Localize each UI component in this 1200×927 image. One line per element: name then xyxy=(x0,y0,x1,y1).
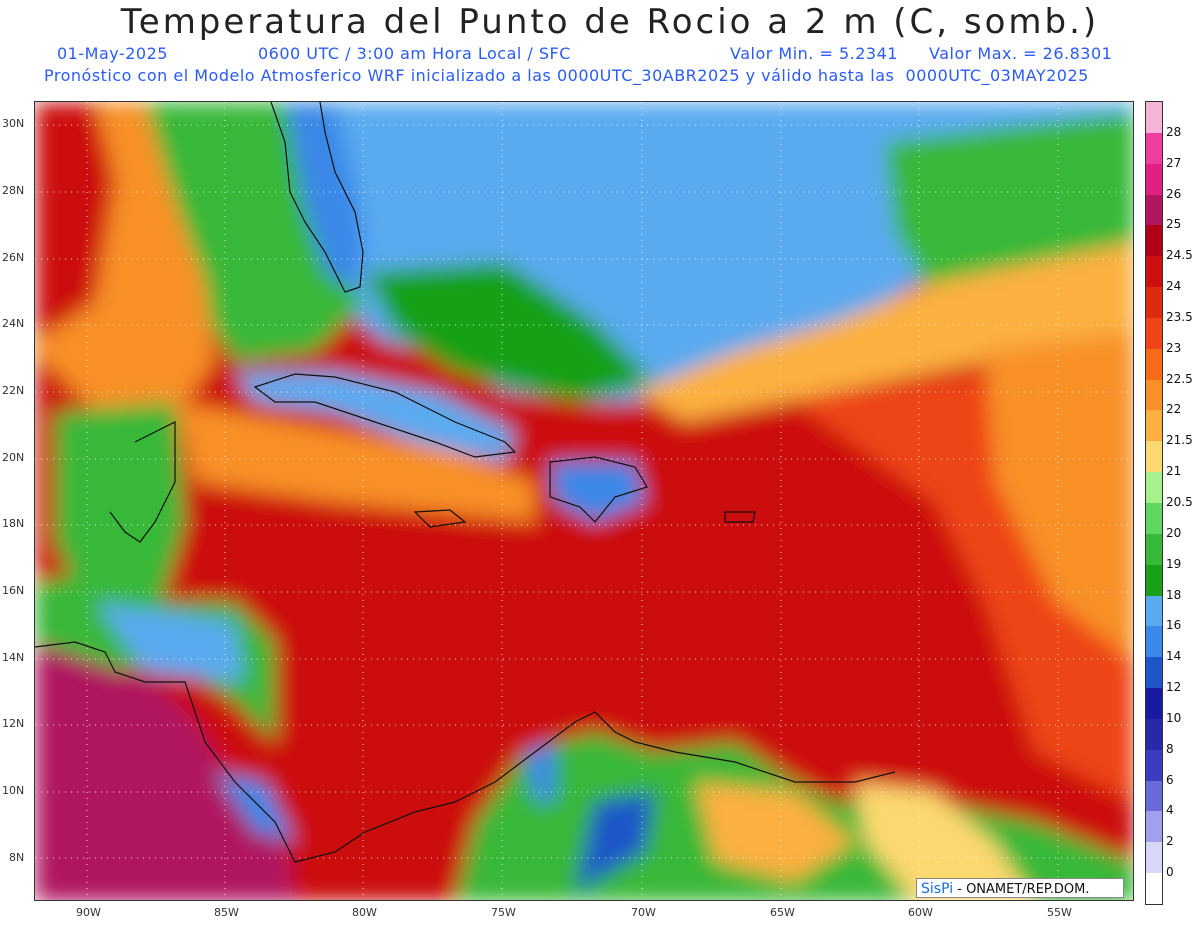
lat-label: 14N xyxy=(2,651,25,664)
colorbar-label: 22 xyxy=(1166,402,1182,417)
colorbar-label: 8 xyxy=(1166,741,1174,756)
colorbar-swatch xyxy=(1146,379,1162,411)
lat-label: 8N xyxy=(9,851,25,864)
lat-label: 22N xyxy=(2,384,25,397)
colorbar-swatch xyxy=(1146,163,1162,196)
colorbar-swatch xyxy=(1146,503,1162,535)
colorbar-swatch xyxy=(1146,811,1162,843)
lon-label: 65W xyxy=(770,906,795,919)
lat-label: 10N xyxy=(2,784,25,797)
lon-label: 55W xyxy=(1047,906,1072,919)
chart-title: Temperatura del Punto de Rocio a 2 m (C,… xyxy=(120,2,1100,42)
lon-label: 60W xyxy=(908,906,933,919)
colorbar-label: 26 xyxy=(1166,186,1182,201)
colorbar-swatch xyxy=(1146,688,1162,720)
max-value: Valor Max. = 26.8301 xyxy=(929,44,1113,63)
colorbar-label: 24 xyxy=(1166,279,1182,294)
colorbar-label: 2 xyxy=(1166,834,1174,849)
lat-label: 16N xyxy=(2,584,25,597)
lat-label: 24N xyxy=(2,317,25,330)
colorbar-label: 25 xyxy=(1166,217,1182,232)
coastlines xyxy=(35,102,896,863)
colorbar-swatch xyxy=(1146,102,1162,134)
colorbar-swatch xyxy=(1146,410,1162,442)
forecast-date: 01-May-2025 xyxy=(57,44,168,63)
colorbar-label: 4 xyxy=(1166,803,1174,818)
colorbar-swatch xyxy=(1146,533,1162,566)
colorbar-label: 14 xyxy=(1166,649,1182,664)
colorbar-swatch xyxy=(1146,472,1162,504)
lat-label: 20N xyxy=(2,451,25,464)
lon-label: 70W xyxy=(631,906,656,919)
lon-label: 75W xyxy=(491,906,516,919)
colorbar-label: 20 xyxy=(1166,525,1182,540)
colorbar-label: 21.5 xyxy=(1166,433,1193,448)
colorbar-label: 16 xyxy=(1166,618,1182,633)
forecast-time: 0600 UTC / 3:00 am Hora Local / SFC xyxy=(258,44,571,63)
colorbar-label: 23.5 xyxy=(1166,309,1193,324)
sispi-logo: SisPi xyxy=(921,881,954,897)
lon-label: 90W xyxy=(76,906,101,919)
colorbar-swatch xyxy=(1146,780,1162,812)
lat-label: 28N xyxy=(2,184,25,197)
colorbar-label: 20.5 xyxy=(1166,495,1193,509)
colorbar-label: 21 xyxy=(1166,464,1182,479)
lat-label: 18N xyxy=(2,517,25,530)
colorbar-swatch xyxy=(1146,287,1162,319)
colorbar-label: 24.5 xyxy=(1166,248,1193,263)
colorbar-swatch xyxy=(1146,194,1162,226)
colorbar-swatch xyxy=(1146,873,1162,905)
map-canvas xyxy=(35,102,1133,900)
colorbar-swatch xyxy=(1146,595,1162,627)
model-info: Pronóstico con el Modelo Atmosferico WRF… xyxy=(44,66,1089,85)
colorbar-label: 27 xyxy=(1166,155,1182,170)
colorbar-swatch xyxy=(1146,718,1162,751)
colorbar-swatch xyxy=(1146,842,1162,874)
colorbar-label: 28 xyxy=(1166,124,1182,139)
colorbar-swatch xyxy=(1146,225,1162,257)
colorbar xyxy=(1145,101,1163,905)
colorbar-swatch xyxy=(1146,441,1162,473)
colorbar-swatch xyxy=(1146,132,1162,165)
colorbar-label: 12 xyxy=(1166,680,1182,695)
colorbar-swatch xyxy=(1146,564,1162,597)
lat-label: 30N xyxy=(2,117,25,130)
min-value: Valor Min. = 5.2341 xyxy=(730,44,898,63)
colorbar-swatch xyxy=(1146,749,1162,782)
colorbar-swatch xyxy=(1146,626,1162,658)
colorbar-swatch xyxy=(1146,256,1162,288)
colorbar-swatch xyxy=(1146,657,1162,689)
colorbar-label: 0 xyxy=(1166,865,1174,880)
colorbar-label: 18 xyxy=(1166,587,1182,602)
lon-label: 80W xyxy=(352,906,377,919)
colorbar-label: 22.5 xyxy=(1166,371,1193,386)
colorbar-swatch xyxy=(1146,348,1162,381)
credit-box: SisPi - ONAMET/REP.DOM. xyxy=(916,878,1124,898)
dewpoint-map xyxy=(34,101,1134,901)
colorbar-label: 6 xyxy=(1166,772,1174,787)
colorbar-swatch xyxy=(1146,317,1162,350)
credit-text: - ONAMET/REP.DOM. xyxy=(957,882,1090,897)
lat-label: 12N xyxy=(2,717,25,730)
colorbar-label: 23 xyxy=(1166,340,1182,355)
colorbar-label: 10 xyxy=(1166,710,1182,725)
colorbar-label: 19 xyxy=(1166,556,1182,571)
lat-label: 26N xyxy=(2,251,25,264)
lon-label: 85W xyxy=(214,906,239,919)
